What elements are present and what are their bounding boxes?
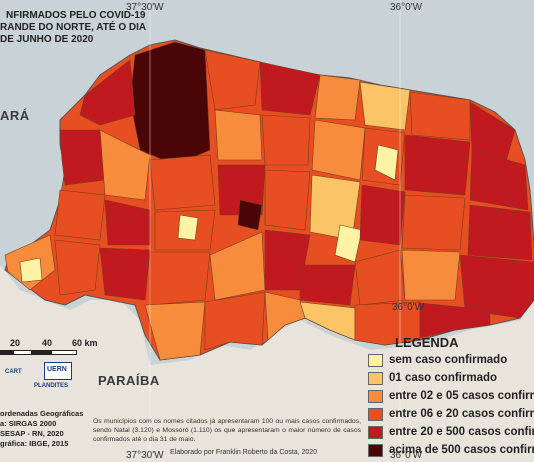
municipality — [354, 301, 421, 346]
legend-label: acima de 500 casos confirmados — [389, 444, 534, 456]
scale-bar — [0, 350, 78, 356]
municipality — [299, 301, 356, 341]
municipality — [359, 81, 411, 131]
municipality — [79, 59, 136, 126]
legend-item: entre 02 e 05 casos confirmados — [368, 388, 534, 404]
municipality — [409, 91, 471, 141]
municipality — [311, 119, 366, 181]
municipality — [177, 214, 199, 241]
municipality — [401, 249, 461, 301]
municipality — [299, 264, 356, 306]
coord-top-right: 36°0'W — [390, 2, 423, 13]
meta-source: SESAP - RN, 2020 — [0, 429, 64, 438]
municipality — [149, 251, 211, 306]
legend-swatch — [368, 425, 383, 439]
coord-bottom-left: 37°30'W — [126, 450, 164, 461]
legend-label: entre 02 e 05 casos confirmados — [389, 390, 534, 402]
municipalities-layer — [4, 41, 534, 361]
map-credit: Elaborado por Franklin Roberto da Costa,… — [170, 449, 318, 456]
scale-label-60: 60 km — [72, 338, 98, 348]
municipality — [149, 154, 216, 211]
municipality — [469, 149, 529, 211]
uern-logo: UERN — [44, 362, 72, 380]
legend-swatch — [368, 389, 383, 403]
municipality — [419, 302, 491, 339]
legend-label: sem caso confirmado — [389, 354, 508, 366]
legend-label: entre 20 e 500 casos confirmados — [389, 426, 534, 438]
neighbor-state-ceara: ARÁ — [0, 108, 30, 123]
uern-logo-text: UERN — [47, 366, 67, 373]
meta-coordinates: ordenadas Geográficas — [0, 409, 84, 418]
legend-swatch — [368, 407, 383, 421]
municipality — [359, 184, 406, 246]
municipality — [204, 49, 261, 111]
municipality — [99, 247, 151, 301]
municipality — [264, 169, 311, 231]
municipality — [59, 129, 106, 186]
meta-datum: a: SIRGAS 2000 — [0, 419, 57, 428]
municipality — [314, 74, 361, 121]
municipality — [374, 144, 399, 181]
meta-cartographic-base: gráfica: IBGE, 2015 — [0, 439, 69, 448]
municipality — [237, 199, 263, 231]
coord-mid-right: 36°0'W — [392, 302, 425, 313]
map-title-line-2: RANDE DO NORTE, ATÉ O DIA — [0, 22, 147, 33]
map-title-line-3: DE JUNHO DE 2020 — [0, 34, 94, 45]
scale-label-20: 20 — [10, 338, 21, 348]
municipality — [261, 114, 311, 166]
map-title-line-1: NFIRMADOS PELO COVID-19 — [6, 10, 146, 21]
municipality — [129, 41, 211, 166]
municipality — [54, 189, 106, 241]
municipality — [404, 134, 471, 196]
legend-item: entre 06 e 20 casos confirmados — [368, 406, 534, 422]
municipality — [264, 291, 306, 341]
legend-item: 01 caso confirmado — [368, 370, 497, 386]
legend-swatch — [368, 371, 383, 385]
municipality — [54, 239, 101, 296]
legend-label: 01 caso confirmado — [389, 372, 498, 384]
scale-label-40: 40 — [42, 338, 53, 348]
neighbor-state-paraiba: PARAÍBA — [98, 373, 160, 388]
municipality — [204, 291, 266, 351]
legend-title: LEGENDA — [395, 335, 459, 350]
legend-swatch — [368, 443, 383, 457]
legend-label: entre 06 e 20 casos confirmados — [389, 408, 534, 420]
legend-item: acima de 500 casos confirmados — [368, 442, 534, 458]
municipality — [144, 301, 206, 361]
cart-logo: CART — [5, 369, 22, 375]
plandites-logo-text: PLANDITES — [34, 383, 69, 389]
legend-swatch — [368, 353, 383, 367]
municipality — [217, 164, 266, 216]
municipality — [259, 61, 321, 116]
plandites-logo: PLANDITES — [28, 382, 76, 392]
municipality — [467, 204, 533, 261]
municipality — [19, 257, 43, 283]
legend-item: entre 20 e 500 casos confirmados — [368, 424, 534, 440]
coord-bottom-right: 36°0'W — [390, 450, 423, 461]
municipality — [401, 194, 466, 251]
municipality — [99, 129, 151, 201]
municipality — [459, 254, 534, 319]
map-note: Os municípios com os nomes citados já ap… — [93, 418, 361, 443]
legend-item: sem caso confirmado — [368, 352, 507, 368]
municipality — [214, 109, 263, 161]
coord-top-left: 37°30'W — [126, 2, 164, 13]
